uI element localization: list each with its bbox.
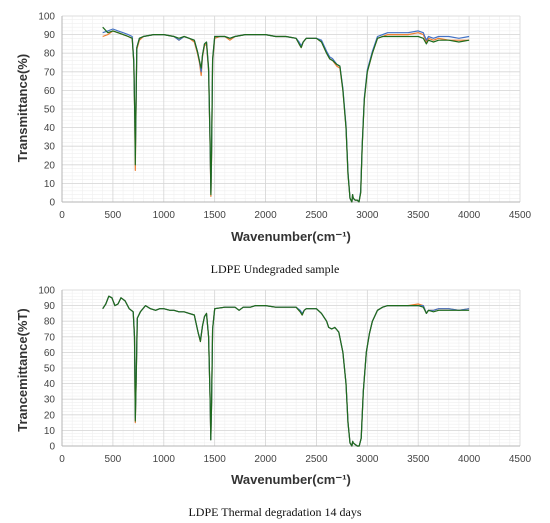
- grid-lines: [61, 289, 521, 447]
- chart-undegraded: 0 500 1000 1500 2000 2500 3000 3500 4000 4500 0 10…: [15, 12, 532, 245]
- x-tick-label: 500: [105, 454, 122, 465]
- y-tick-label: 20: [44, 410, 56, 421]
- grid-lines: [61, 15, 521, 203]
- y-axis-label: Trancemittance(%T): [15, 308, 30, 432]
- x-tick-label: 2500: [305, 210, 328, 221]
- x-tick-label: 3500: [407, 454, 430, 465]
- y-tick-label: 80: [44, 317, 56, 328]
- y-tick-label: 80: [44, 49, 56, 60]
- y-tick-labels: 0 10 20 30 40 50 60 70 80 90 100: [38, 286, 55, 453]
- x-tick-labels: 0 500 1000 1500 2000 2500 3000 3500 4000 4500: [59, 454, 531, 465]
- chart-thermal-14-days: 0 500 1000 1500 2000 2500 3000 3500 4000 4500 0 10…: [15, 286, 532, 488]
- y-tick-labels: 0 10 20 30 40 50 60 70 80 90 100: [38, 12, 55, 209]
- x-tick-label: 2500: [305, 454, 328, 465]
- x-tick-label: 1500: [204, 210, 227, 221]
- x-axis-label: Wavenumber(cm⁻¹): [231, 472, 351, 487]
- axes: [61, 16, 520, 203]
- y-tick-label: 10: [44, 426, 56, 437]
- y-tick-label: 90: [44, 301, 56, 312]
- y-tick-label: 70: [44, 67, 56, 78]
- axes: [61, 290, 520, 447]
- y-tick-label: 0: [49, 198, 55, 209]
- y-tick-label: 50: [44, 105, 56, 116]
- y-tick-label: 40: [44, 379, 56, 390]
- y-tick-label: 30: [44, 142, 56, 153]
- x-tick-label: 3000: [356, 210, 379, 221]
- x-axis-label: Wavenumber(cm⁻¹): [231, 229, 351, 244]
- x-tick-label: 2000: [254, 210, 277, 221]
- caption-thermal-14-days: LDPE Thermal degradation 14 days: [188, 505, 362, 519]
- y-tick-label: 70: [44, 332, 56, 343]
- x-tick-label: 500: [105, 210, 122, 221]
- y-tick-label: 50: [44, 364, 56, 375]
- y-tick-label: 100: [38, 12, 55, 23]
- x-tick-label: 0: [59, 454, 65, 465]
- y-tick-label: 100: [38, 286, 55, 297]
- x-tick-label: 1000: [153, 454, 176, 465]
- x-tick-label: 4500: [509, 210, 532, 221]
- series-line-3: [102, 26, 470, 203]
- x-tick-label: 4000: [458, 210, 481, 221]
- y-tick-label: 90: [44, 30, 56, 41]
- x-tick-label: 1000: [153, 210, 176, 221]
- x-tick-label: 4500: [509, 454, 532, 465]
- y-tick-label: 0: [49, 442, 55, 453]
- y-tick-label: 30: [44, 395, 56, 406]
- y-tick-label: 40: [44, 123, 56, 134]
- y-tick-label: 60: [44, 348, 56, 359]
- series-lines: [102, 295, 470, 447]
- x-tick-label: 2000: [254, 454, 277, 465]
- series-line-3: [102, 295, 470, 447]
- series-lines: [102, 26, 470, 203]
- x-tick-label: 3000: [356, 454, 379, 465]
- caption-undegraded: LDPE Undegraded sample: [210, 262, 340, 276]
- x-tick-label: 4000: [458, 454, 481, 465]
- y-tick-label: 60: [44, 86, 56, 97]
- x-tick-label: 0: [59, 210, 65, 221]
- y-tick-label: 10: [44, 179, 56, 190]
- x-tick-labels: 0 500 1000 1500 2000 2500 3000 3500 4000 4500: [59, 210, 531, 221]
- y-tick-label: 20: [44, 160, 56, 171]
- x-tick-label: 3500: [407, 210, 430, 221]
- y-axis-label: Transmittance(%): [15, 54, 30, 162]
- x-tick-label: 1500: [204, 454, 227, 465]
